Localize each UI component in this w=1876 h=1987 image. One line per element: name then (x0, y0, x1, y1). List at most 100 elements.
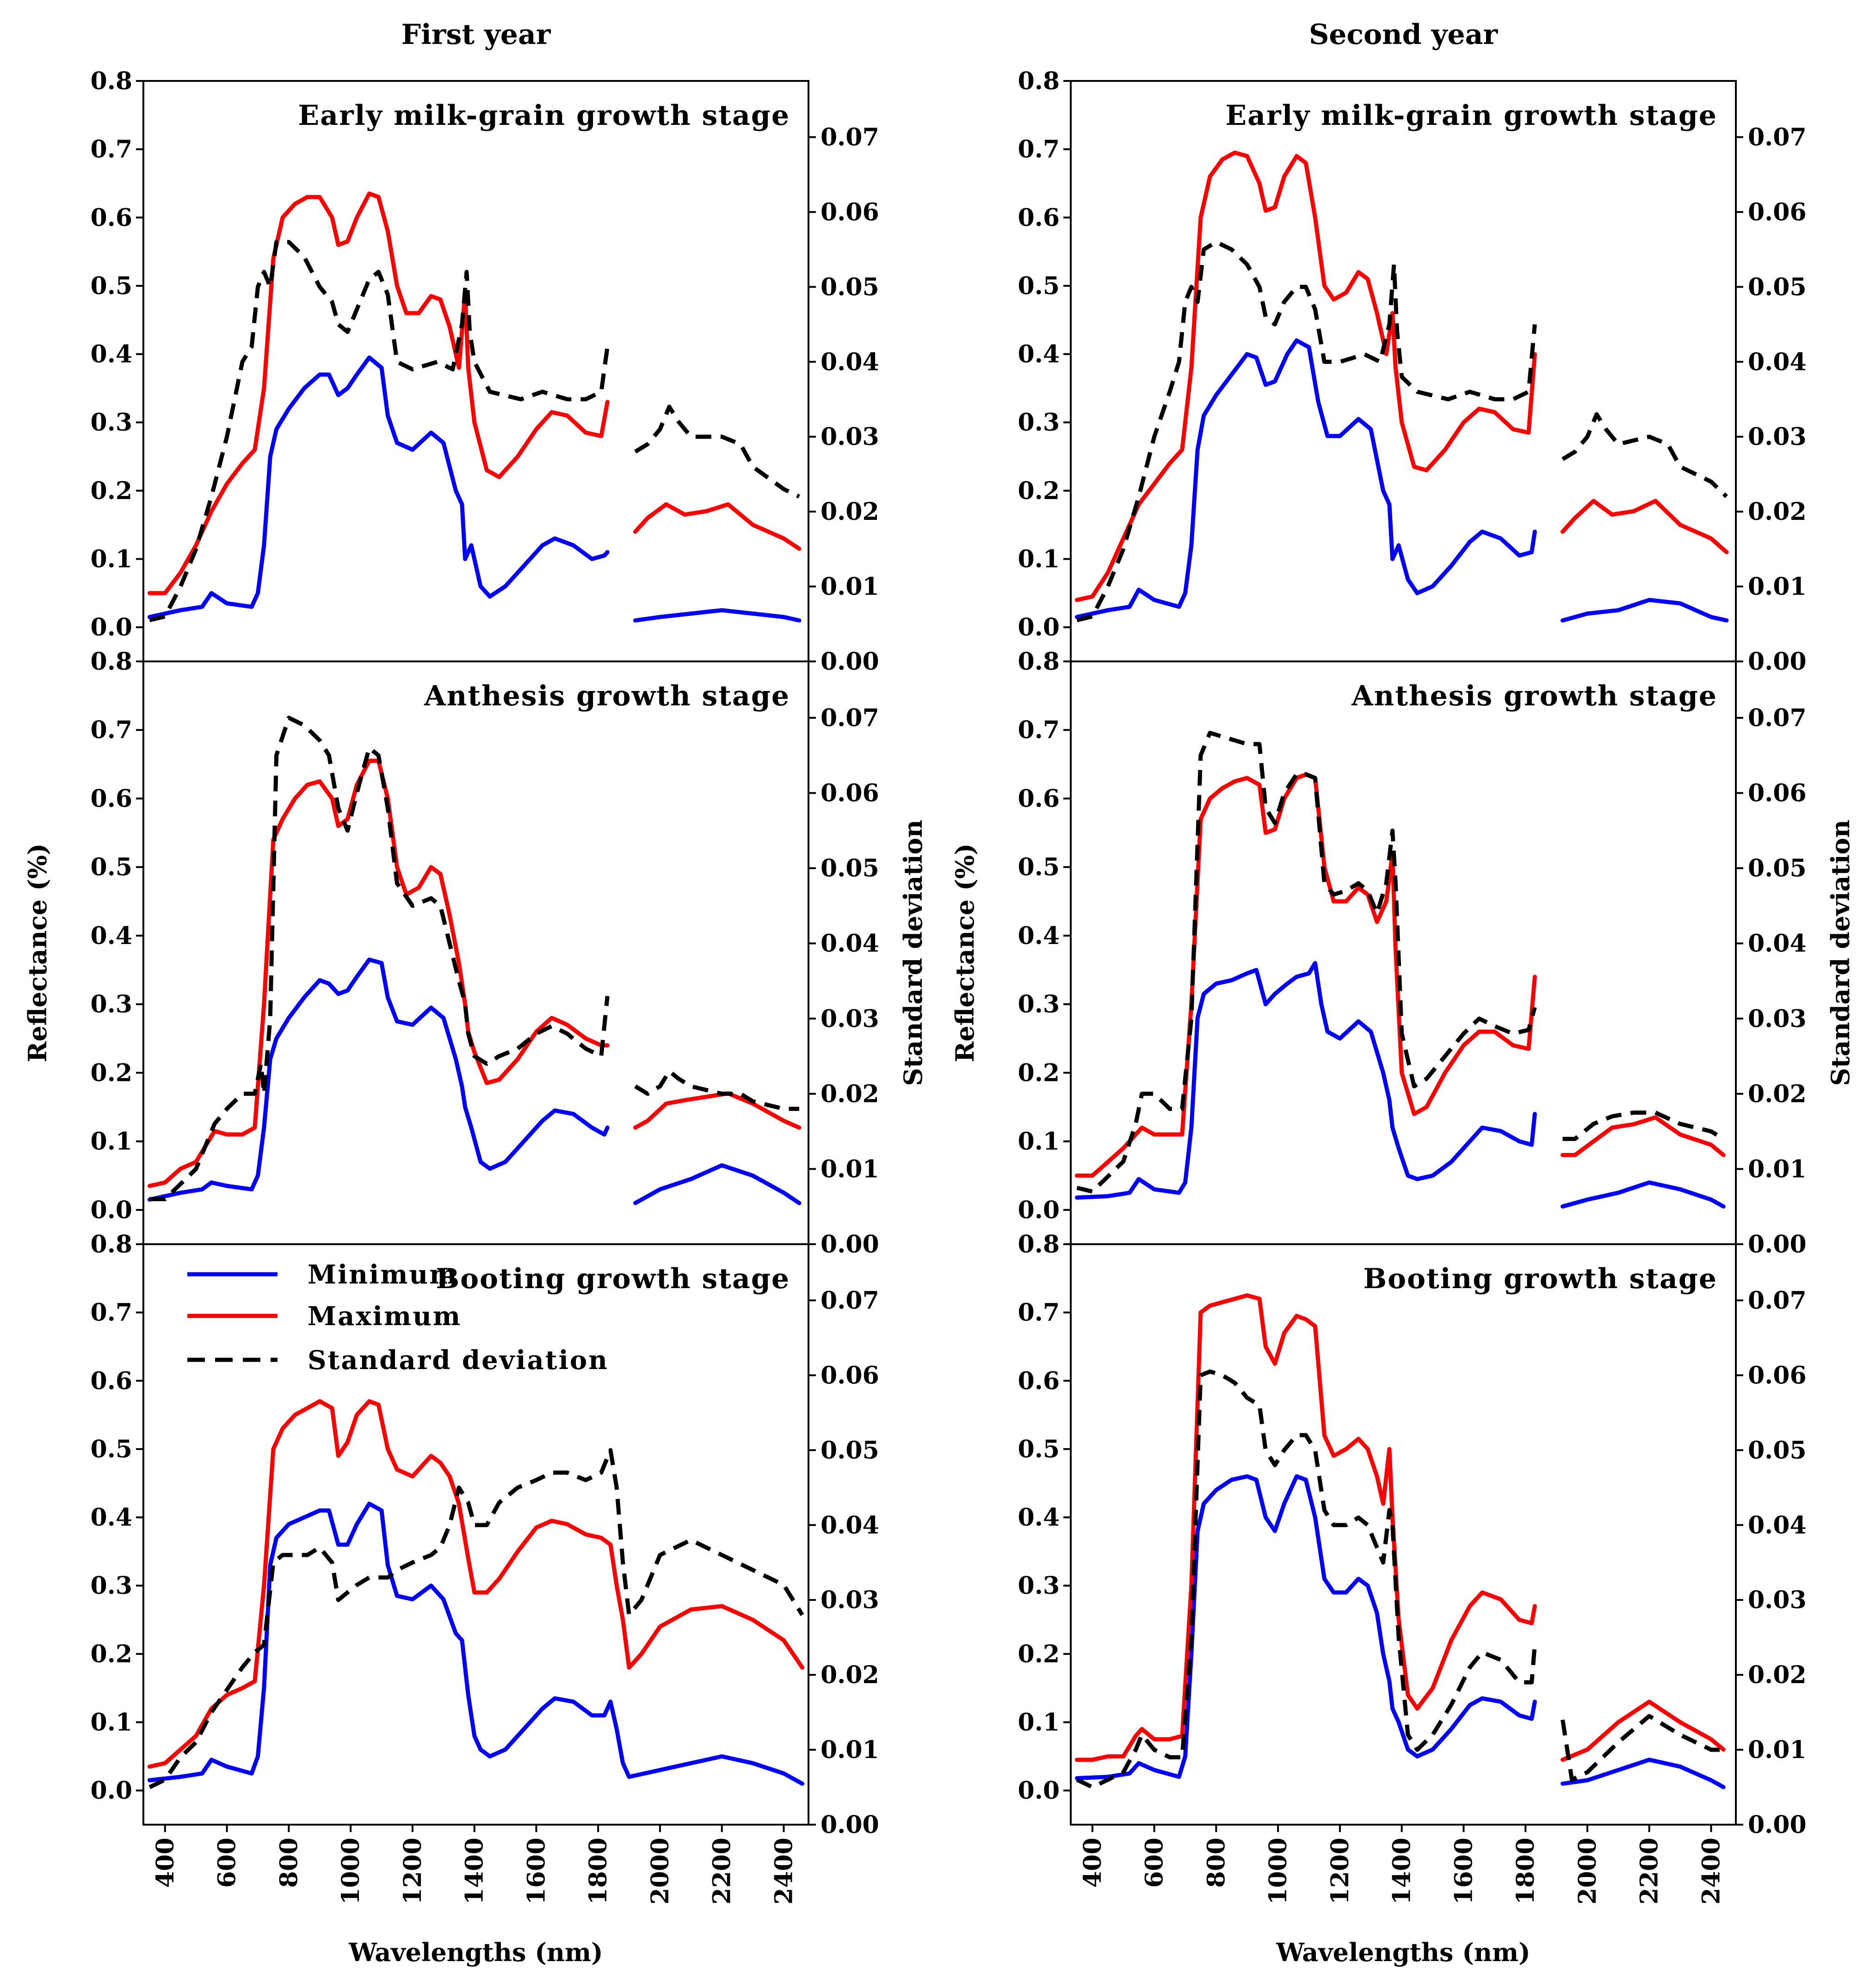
legend-standard-deviation-label: Standard deviation (308, 1345, 609, 1376)
legend-maximum-label: Maximum (308, 1301, 462, 1332)
y2-tick-label: 0.07 (1748, 123, 1807, 151)
y2-tick-label: 0.02 (1748, 498, 1807, 526)
y-tick-label: 0.7 (91, 716, 132, 744)
standard-deviation-series-line (148, 1448, 804, 1790)
panel-title: Early milk-grain growth stage (1225, 99, 1717, 132)
panel-title: Anthesis growth stage (1351, 680, 1717, 712)
y-tick-label: 0.3 (91, 990, 132, 1018)
minimum-series-line (1074, 338, 1537, 619)
x-tick-label: 1200 (399, 1838, 427, 1905)
minimum-series-line (1561, 1758, 1726, 1790)
panel-1-2: 0.0 0.1 0.2 0.3 0.4 0.5 0.6 0.7 0.8 0.00 0.01 0.02 0… (1018, 1230, 1807, 1967)
x-tick-label: 1000 (1264, 1838, 1292, 1905)
y-tick-label: 0.0 (91, 1196, 132, 1224)
x-tick-label: 1600 (522, 1838, 550, 1905)
plot-frame (142, 1243, 809, 1826)
y-tick-label: 0.3 (91, 408, 132, 437)
standard-deviation-series-line (1076, 240, 1537, 623)
y2-tick-label: 0.00 (1748, 1811, 1807, 1839)
y2-tick-label: 0.06 (821, 779, 879, 808)
minimum-series-line (633, 1163, 802, 1205)
y2-axis-title: Standard deviation (1826, 820, 1855, 1086)
panels: 0.00.10.20.30.40.50.60.70.80.000.010.020… (23, 67, 1855, 1967)
plot-frame (142, 660, 809, 1245)
panel-1-1: 0.0 0.1 0.2 0.3 0.4 0.5 0.6 0.7 0.8 0.00 0.01 0.02 0… (950, 648, 1855, 1259)
y2-tick-label: 0.07 (821, 1286, 879, 1314)
y2-tick-label: 0.03 (821, 423, 879, 451)
y-tick-label: 0.5 (91, 853, 132, 882)
standard-deviation-series-line (1076, 1369, 1537, 1790)
y2-tick-label: 0.03 (1748, 1586, 1807, 1614)
column-title-second-year: Second year (1309, 19, 1498, 51)
y-tick-label: 0.0 (91, 613, 132, 642)
y2-tick-label: 0.00 (821, 1230, 879, 1259)
y-tick-label: 0.1 (91, 545, 132, 574)
y2-tick-label: 0.05 (1748, 1436, 1807, 1464)
y-tick-label: 0.5 (91, 1435, 132, 1463)
y2-tick-label: 0.06 (1748, 198, 1807, 226)
y2-tick-label: 0.03 (821, 1586, 879, 1614)
minimum-series-line (1561, 1180, 1726, 1209)
minimum-series-line (1561, 598, 1729, 623)
y-tick-label: 0.7 (1018, 136, 1060, 164)
panel-0-1: 0.0 0.1 0.2 0.3 0.4 0.5 0.6 0.7 0.8 0.00 0.01 0.02 0… (23, 648, 928, 1259)
y2-tick-label: 0.03 (1748, 1005, 1807, 1033)
y-tick-label: 0.2 (1018, 1059, 1060, 1087)
y2-tick-label: 0.06 (821, 198, 879, 226)
x-tick-label: 2200 (1635, 1838, 1664, 1905)
panel-0-0: 0.0 0.1 0.2 0.3 0.4 0.5 0.6 0.7 0.8 0.00 0.01 0.02 0… (91, 67, 879, 676)
y-tick-label: 0.1 (91, 1709, 132, 1737)
y-tick-label: 0.2 (91, 477, 132, 505)
y-tick-label: 0.8 (1018, 67, 1060, 95)
x-tick-label: 2000 (646, 1838, 674, 1905)
y-tick-label: 0.3 (1018, 990, 1060, 1018)
y2-tick-label: 0.01 (1748, 573, 1807, 601)
x-tick-label: 2200 (708, 1838, 736, 1905)
y-tick-label: 0.4 (91, 1504, 132, 1532)
y-tick-label: 0.4 (91, 340, 132, 369)
y2-tick-label: 0.06 (821, 1361, 879, 1389)
standard-deviation-series-line (149, 716, 610, 1201)
x-tick-label: 400 (1079, 1838, 1107, 1888)
x-tick-label: 600 (1141, 1838, 1169, 1888)
x-tick-label: 600 (213, 1838, 241, 1888)
y-tick-label: 0.7 (1018, 1299, 1060, 1327)
y-tick-label: 0.7 (91, 136, 132, 164)
legend: Minimum Maximum Standard deviation (187, 1259, 609, 1376)
y2-tick-label: 0.03 (821, 1005, 879, 1033)
maximum-series-line (1561, 499, 1729, 555)
y-tick-label: 0.6 (1018, 1367, 1060, 1395)
x-tick-label: 800 (275, 1838, 303, 1888)
maximum-series-line (1561, 1115, 1726, 1157)
y2-tick-label: 0.00 (1748, 1230, 1807, 1259)
minimum-series-line (1074, 961, 1537, 1200)
y-tick-label: 0.1 (1018, 545, 1060, 574)
y-tick-label: 0.8 (1018, 1230, 1060, 1259)
x-axis-title: Wavelengths (nm) (1276, 1938, 1530, 1967)
y2-tick-label: 0.01 (1748, 1155, 1807, 1183)
standard-deviation-series-line (1561, 1714, 1724, 1782)
y-tick-label: 0.6 (1018, 784, 1060, 813)
minimum-series-line (633, 608, 802, 623)
y2-tick-label: 0.02 (821, 1080, 879, 1108)
standard-deviation-series-line (634, 404, 800, 499)
y2-tick-label: 0.04 (1748, 348, 1807, 376)
y-tick-label: 0.2 (1018, 477, 1060, 505)
y-tick-label: 0.5 (1018, 272, 1060, 300)
maximum-series-line (1074, 150, 1537, 602)
y-tick-label: 0.4 (1018, 340, 1060, 369)
y2-tick-label: 0.04 (821, 1511, 879, 1539)
y-tick-label: 0.0 (91, 1777, 132, 1805)
y-axis-title: Reflectance (%) (23, 843, 52, 1062)
y2-tick-label: 0.00 (821, 1811, 879, 1839)
y-tick-label: 0.8 (91, 1230, 132, 1259)
panel-title: Anthesis growth stage (424, 680, 790, 712)
y2-tick-label: 0.05 (821, 854, 879, 882)
y2-tick-label: 0.05 (1748, 854, 1807, 882)
y2-tick-label: 0.03 (1748, 423, 1807, 451)
x-tick-label: 1800 (584, 1838, 612, 1905)
y2-tick-label: 0.06 (1748, 779, 1807, 808)
y2-tick-label: 0.04 (1748, 1511, 1807, 1539)
x-tick-label: 1200 (1326, 1838, 1354, 1905)
